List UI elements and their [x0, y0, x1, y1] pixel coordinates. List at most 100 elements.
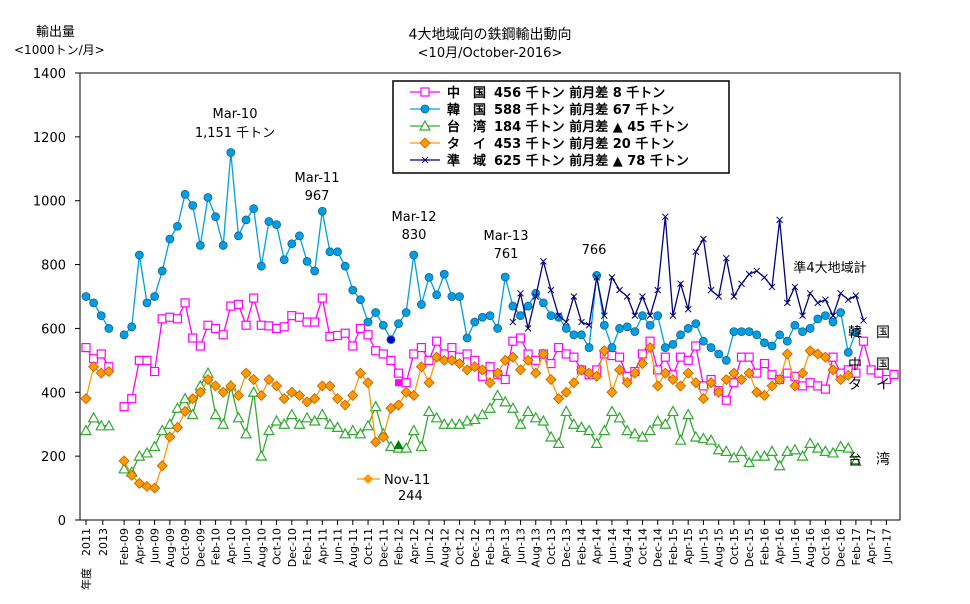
data-point: [805, 378, 815, 388]
data-point: [438, 417, 451, 429]
data-point: [812, 348, 824, 360]
data-point: [652, 380, 664, 392]
data-point: [180, 189, 190, 199]
data-point: [195, 341, 205, 351]
data-point: [697, 393, 709, 405]
annotation-value: 967: [305, 189, 330, 204]
x-tick-label: Aug-11: [347, 528, 360, 567]
data-point: [660, 343, 670, 352]
data-point: [666, 405, 679, 417]
data-point: [729, 378, 739, 388]
data-point: [736, 352, 747, 362]
data-point: [492, 367, 504, 379]
data-point: [653, 311, 663, 321]
data-point: [355, 323, 366, 334]
x-tick-label: Feb-15: [667, 528, 680, 565]
data-point: [119, 330, 129, 340]
data-point: [874, 368, 884, 378]
data-point: [217, 386, 229, 398]
data-point: [682, 367, 694, 379]
annotation-value: 1,151 千トン: [195, 126, 275, 141]
data-point: [851, 327, 861, 337]
data-point: [669, 312, 677, 320]
data-point: [408, 389, 420, 402]
data-point: [156, 424, 169, 436]
data-point: [445, 417, 458, 429]
data-point: [638, 311, 647, 321]
x-tick-label: Jun-12: [423, 528, 436, 564]
data-point: [339, 427, 352, 439]
data-point: [606, 386, 618, 398]
data-point: [340, 261, 350, 271]
data-point: [323, 417, 336, 429]
data-point: [508, 336, 518, 346]
x-tick-label: Aug-13: [530, 528, 543, 567]
data-point: [325, 247, 335, 257]
data-point: [712, 443, 725, 455]
data-point: [179, 405, 191, 418]
data-point: [493, 324, 503, 333]
data-point: [776, 216, 784, 224]
x-tick-label: Feb-13: [484, 528, 497, 565]
data-point: [180, 298, 190, 308]
data-point: [225, 380, 237, 392]
data-point: [278, 417, 291, 429]
data-point: [722, 254, 730, 262]
data-point: [119, 402, 129, 412]
annotations: Mar-10 1,151 千トン Mar-11 967 Mar-12 830 Mar-13 7…: [195, 107, 890, 504]
data-point: [87, 411, 100, 423]
data-point: [729, 327, 739, 337]
data-point: [727, 451, 740, 463]
x-tick-label: Apr-16: [774, 528, 787, 564]
data-point: [89, 298, 99, 308]
data-point: [766, 445, 779, 456]
data-point: [188, 333, 198, 343]
data-point: [462, 349, 472, 359]
data-point: [278, 393, 290, 405]
data-point: [675, 380, 687, 392]
data-point: [667, 373, 679, 386]
data-point: [730, 293, 738, 300]
data-point: [264, 321, 274, 331]
legend-marker: [420, 87, 430, 97]
x-tick-label: Apr-17: [865, 528, 878, 564]
x-tick-label: Jun-10: [240, 528, 253, 564]
data-point: [163, 417, 176, 429]
x-tick-label: Oct-10: [271, 528, 284, 565]
series-1: [81, 148, 861, 365]
data-point: [233, 299, 244, 310]
y-tick-label: 1400: [33, 67, 66, 82]
x-tick-label: Apr-15: [682, 528, 695, 564]
data-point: [371, 308, 381, 317]
data-point: [432, 290, 442, 300]
x-tick-label: Dec-11: [377, 528, 390, 567]
chart-title: 4大地域向の鉄鋼輸出動向: [409, 27, 572, 43]
x-tick-label: Feb-17: [850, 528, 863, 565]
x-tick-label: Aug-10: [255, 528, 268, 567]
data-point: [256, 320, 266, 330]
data-point: [226, 148, 236, 157]
data-point: [881, 374, 891, 385]
data-point: [447, 342, 457, 353]
data-point: [790, 371, 800, 381]
data-point: [684, 305, 692, 313]
x-tick-label: 2011: [80, 528, 93, 556]
data-point: [623, 293, 631, 300]
data-point: [737, 327, 746, 337]
data-point: [834, 440, 847, 452]
data-point: [171, 402, 184, 413]
data-point: [768, 283, 776, 291]
data-point: [378, 349, 388, 359]
x-tick-label: Feb-16: [758, 528, 771, 565]
data-point: [636, 357, 649, 370]
data-point: [544, 430, 558, 442]
data-point: [522, 354, 534, 366]
data-point: [706, 343, 716, 352]
x-year-label: 年度: [79, 568, 93, 590]
legend-text: 184 千トン 前月差 ▲ 45 千トン: [494, 119, 689, 135]
data-point: [583, 367, 595, 379]
data-point: [691, 319, 701, 329]
data-point: [613, 411, 626, 423]
x-tick-label: Apr-11: [316, 528, 329, 564]
